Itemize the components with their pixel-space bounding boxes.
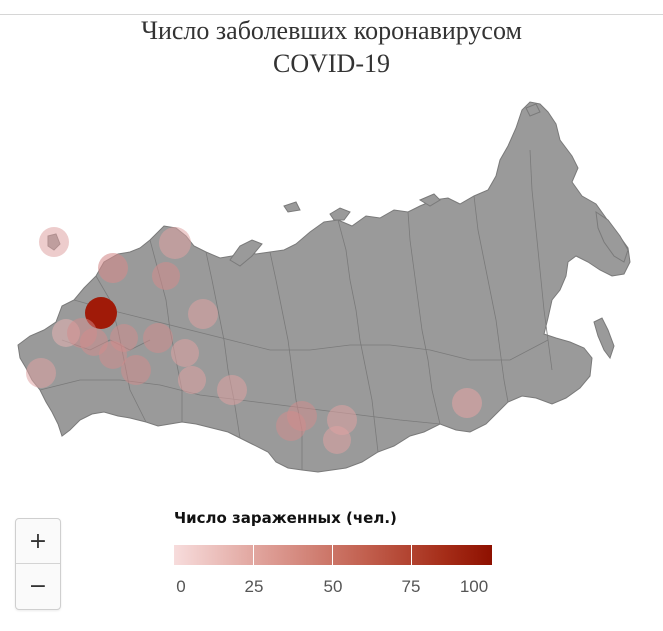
- map-title-line-1: Число заболевших коронавирусом: [141, 16, 522, 45]
- marker-tatarstan[interactable]: [171, 339, 199, 367]
- legend-title: Число зараженных (чел.): [174, 509, 397, 527]
- map-land: [17, 101, 631, 473]
- marker-moscow[interactable]: [85, 297, 117, 329]
- marker-kemerovo[interactable]: [323, 426, 351, 454]
- marker-voronezh[interactable]: [99, 341, 127, 369]
- legend-tick-label: 25: [244, 577, 264, 596]
- marker-samara[interactable]: [121, 355, 151, 385]
- legend-tick-label: 75: [401, 577, 421, 596]
- marker-st-petersburg[interactable]: [98, 253, 128, 283]
- arctic-island-2: [418, 193, 441, 207]
- marker-nizhny-novgorod[interactable]: [143, 323, 173, 353]
- marker-sverdlovsk[interactable]: [217, 375, 247, 405]
- kamchatka: [595, 210, 629, 263]
- novaya-zemlya: [229, 239, 263, 267]
- zoom-in-button[interactable]: +: [28, 528, 48, 554]
- legend-tick-label: 50: [323, 577, 343, 596]
- legend-tick-label: 100: [459, 577, 489, 596]
- zoom-control: + −: [15, 518, 61, 610]
- marker-kaliningrad[interactable]: [39, 227, 69, 257]
- marker-chita[interactable]: [452, 388, 482, 418]
- case-markers: [26, 227, 482, 454]
- arctic-island-4: [525, 103, 541, 117]
- legend-tick-label: 0: [176, 577, 186, 596]
- arctic-island-1: [329, 207, 351, 221]
- marker-perm[interactable]: [188, 299, 218, 329]
- map-title: Число заболевших коронавирусом COVID-19: [0, 14, 663, 80]
- marker-orenburg[interactable]: [178, 366, 206, 394]
- russia-map[interactable]: [0, 80, 663, 500]
- legend-divider: [411, 545, 412, 565]
- marker-krasnodar[interactable]: [26, 358, 56, 388]
- marker-omsk[interactable]: [276, 411, 306, 441]
- legend-divider: [253, 545, 254, 565]
- marker-arkhangelsk[interactable]: [152, 262, 180, 290]
- arctic-island-3: [283, 201, 301, 213]
- sakhalin: [593, 317, 615, 360]
- legend-divider: [332, 545, 333, 565]
- zoom-out-button[interactable]: −: [16, 563, 60, 608]
- top-divider: [0, 14, 663, 15]
- legend-color-scale: [174, 545, 492, 565]
- marker-karelia[interactable]: [159, 227, 191, 259]
- russia-mainland: [17, 101, 631, 473]
- map-title-line-2: COVID-19: [273, 49, 390, 78]
